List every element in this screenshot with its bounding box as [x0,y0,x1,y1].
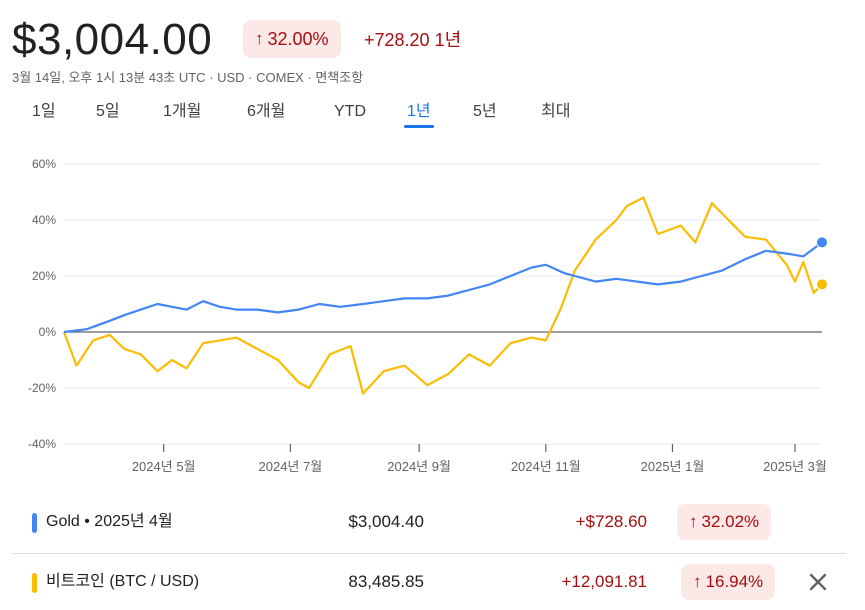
price-comparison-chart[interactable]: 60%40%20%0%-20%-40% 2024년 5월 2024년 7월 2024… [0,140,865,485]
legend-change: +12,091.81 [561,572,647,591]
bitcoin-series-line [62,196,823,395]
gold-series-line [63,241,823,334]
current-price: $3,004.00 [12,15,213,64]
arrow-up-icon: ↑ [689,512,698,531]
legend-name: 비트코인 (BTC / USD) [46,573,200,590]
legend-row-bitcoin[interactable]: 비트코인 (BTC / USD) 83,485.85 +12,091.81 ↑ … [12,553,846,610]
y-tick-label: 0% [39,325,57,339]
x-tick-label: 2025년 1월 [641,459,705,474]
y-tick-label: 40% [32,213,56,227]
bitcoin-last-point [816,278,828,291]
x-tick-label: 2024년 9월 [387,459,451,474]
tab-max[interactable]: 최대 [541,103,571,120]
y-axis-ticks: 60% 40% 20% 0% -20% -40% [28,157,56,451]
tab-5d[interactable]: 5일 [96,103,120,120]
y-tick-label: 60% [32,157,56,171]
y-tick-label: -20% [28,381,56,395]
legend-percent: 32.02% [701,512,760,531]
chart-series [62,196,828,395]
tab-5y[interactable]: 5년 [473,103,497,120]
legend-name: Gold • 2025년 4월 [46,513,173,530]
tab-1d[interactable]: 1일 [32,103,56,120]
close-icon[interactable] [804,568,832,596]
x-tick-label: 2025년 3월 [763,459,827,474]
percent-change-badge: ↑ 32.00% [243,20,341,58]
x-tick-label: 2024년 5월 [132,459,196,474]
legend-value: 83,485.85 [348,572,424,591]
absolute-change: +728.20 1년 [364,30,462,50]
legend-percent: 16.94% [705,572,764,591]
quote-meta: 3월 14일, 오후 1시 13분 43초 UTC · USD · COMEX … [12,70,364,85]
tab-6m[interactable]: 6개월 [247,103,286,120]
legend-row-gold[interactable]: Gold • 2025년 4월 $3,004.40 +$728.60 ↑ 32.… [12,494,846,550]
y-tick-label: -40% [28,437,56,451]
tab-1m[interactable]: 1개월 [163,103,202,120]
chart-grid [64,163,822,445]
x-tick-label: 2024년 11월 [511,459,581,474]
legend-change: +$728.60 [575,512,647,531]
tab-ytd[interactable]: YTD [334,103,366,120]
x-axis-ticks: 2024년 5월 2024년 7월 2024년 9월 2024년 11월 2025년 1… [132,444,827,474]
arrow-up-icon: ↑ [255,29,264,48]
legend-percent-badge: ↑ 16.94% [681,564,776,600]
bitcoin-color-swatch [32,573,37,593]
gold-color-swatch [32,513,37,533]
legend-value: $3,004.40 [348,512,424,531]
tab-1y[interactable]: 1년 [404,98,434,128]
legend-percent-badge: ↑ 32.02% [677,504,772,540]
percent-change-value: 32.00% [267,29,329,49]
x-tick-label: 2024년 7월 [259,459,323,474]
arrow-up-icon: ↑ [693,572,702,591]
gold-last-point [816,236,828,249]
y-tick-label: 20% [32,269,56,283]
